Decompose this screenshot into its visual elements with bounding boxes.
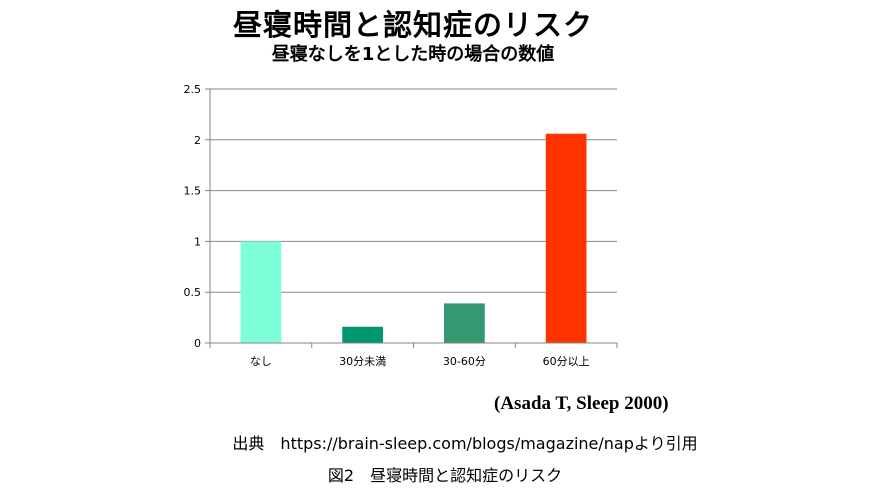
bars [240,133,587,343]
x-tick-label: 30分未満 [339,355,386,368]
x-tick-label: 30-60分 [443,355,486,368]
axes [205,88,618,348]
bar-1 [240,241,282,343]
bar-4 [545,133,587,343]
chart-subtitle: 昼寝なしを1とした時の場合の数値 [271,44,555,65]
citation-annotation: (Asada T, Sleep 2000) [494,393,669,414]
y-tick-label: 2 [194,134,201,147]
y-tick-label: 1.5 [184,185,202,198]
x-tick-label: なし [250,355,272,368]
y-tick-label: 1 [194,235,201,248]
x-tick-label: 60分以上 [543,355,590,368]
bar-2 [342,326,383,343]
source-credit: 出典 https://brain-sleep.com/blogs/magazin… [232,434,698,453]
chart-title: 昼寝時間と認知症のリスク [232,8,593,42]
y-tick-label: 2.5 [184,83,202,96]
y-tick-label: 0.5 [184,286,202,299]
tick-labels: 0 0.5 1 1.5 2 2.5 なし 30分未満 30-60分 60分以上 [184,83,590,368]
figure-caption: 図2 昼寝時間と認知症のリスク [327,466,563,485]
y-tick-label: 0 [194,337,201,350]
bar-3 [444,303,485,343]
